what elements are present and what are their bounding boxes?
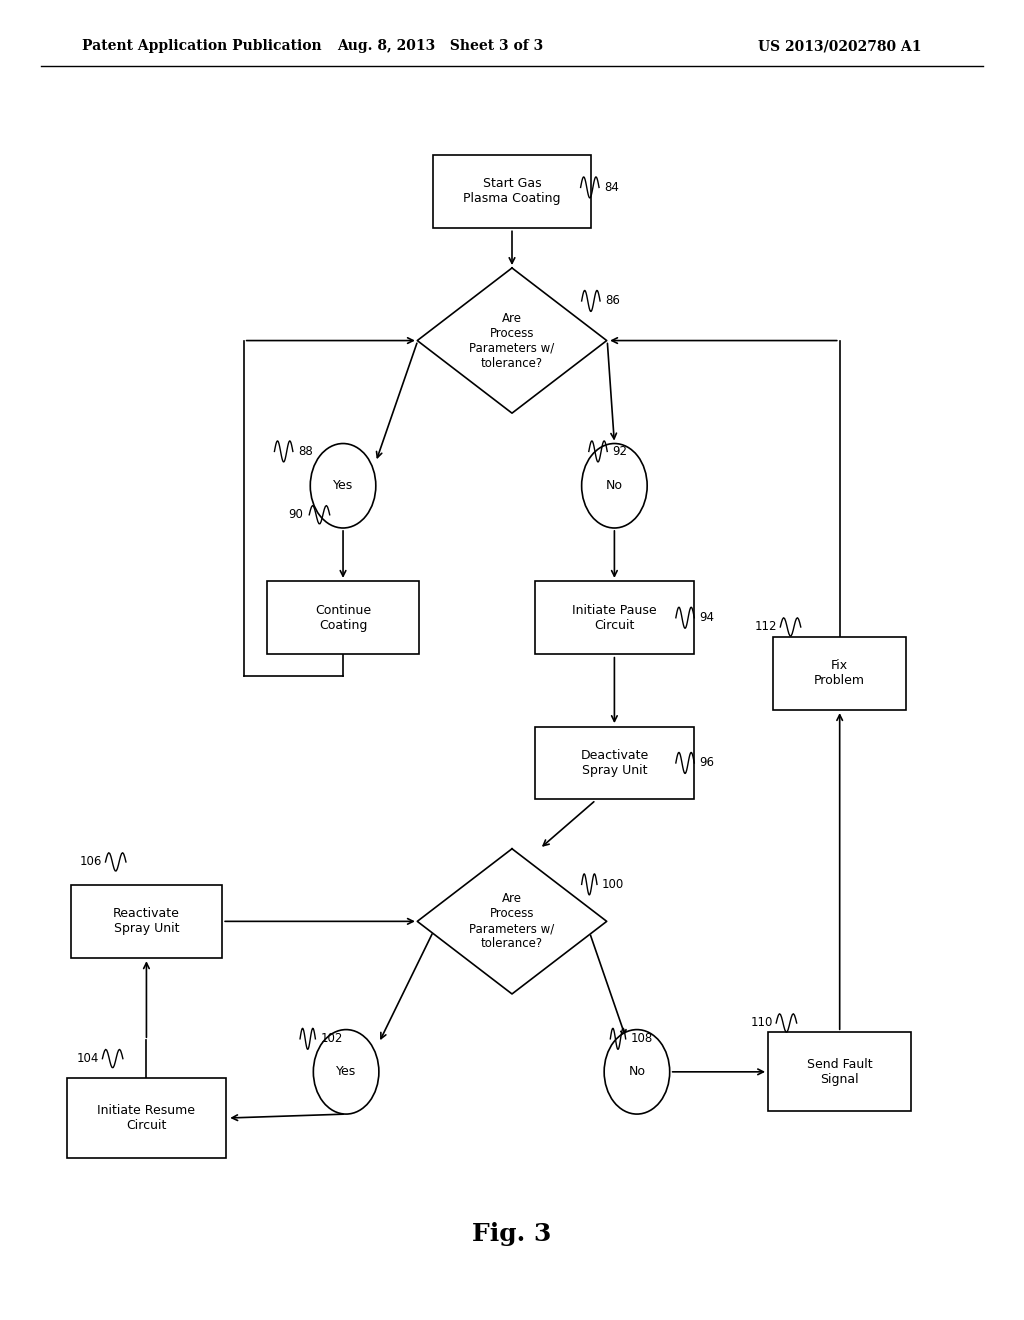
Circle shape [604,1030,670,1114]
Text: Fig. 3: Fig. 3 [472,1222,552,1246]
Text: 104: 104 [77,1052,99,1065]
Text: Patent Application Publication: Patent Application Publication [82,40,322,53]
Text: Start Gas
Plasma Coating: Start Gas Plasma Coating [463,177,561,206]
Text: Continue
Coating: Continue Coating [315,603,371,632]
Text: 108: 108 [631,1032,653,1045]
Text: 86: 86 [605,294,621,308]
Text: Send Fault
Signal: Send Fault Signal [807,1057,872,1086]
Text: No: No [629,1065,645,1078]
Text: 106: 106 [80,855,102,869]
Text: 94: 94 [699,611,715,624]
Text: 112: 112 [755,620,777,634]
Text: 102: 102 [321,1032,343,1045]
FancyBboxPatch shape [267,581,419,653]
Circle shape [310,444,376,528]
FancyBboxPatch shape [432,154,592,227]
Text: 92: 92 [612,445,628,458]
Polygon shape [418,849,606,994]
Text: Initiate Pause
Circuit: Initiate Pause Circuit [572,603,656,632]
Text: Yes: Yes [336,1065,356,1078]
Circle shape [313,1030,379,1114]
Text: 96: 96 [699,756,715,770]
Text: No: No [606,479,623,492]
Text: Deactivate
Spray Unit: Deactivate Spray Unit [581,748,648,777]
Text: Reactivate
Spray Unit: Reactivate Spray Unit [113,907,180,936]
Polygon shape [418,268,606,413]
FancyBboxPatch shape [67,1078,225,1158]
Text: Initiate Resume
Circuit: Initiate Resume Circuit [97,1104,196,1133]
Text: Are
Process
Parameters w/
tolerance?: Are Process Parameters w/ tolerance? [469,312,555,370]
FancyBboxPatch shape [535,581,694,653]
Text: 100: 100 [602,878,625,891]
FancyBboxPatch shape [71,886,222,958]
Text: Yes: Yes [333,479,353,492]
Text: Aug. 8, 2013   Sheet 3 of 3: Aug. 8, 2013 Sheet 3 of 3 [337,40,544,53]
Text: 90: 90 [288,508,303,521]
FancyBboxPatch shape [535,726,694,800]
Circle shape [582,444,647,528]
Text: Fix
Problem: Fix Problem [814,659,865,688]
Text: 84: 84 [604,181,620,194]
FancyBboxPatch shape [773,638,906,710]
Text: US 2013/0202780 A1: US 2013/0202780 A1 [758,40,922,53]
Text: Are
Process
Parameters w/
tolerance?: Are Process Parameters w/ tolerance? [469,892,555,950]
FancyBboxPatch shape [768,1032,911,1111]
Text: 88: 88 [298,445,312,458]
Text: 110: 110 [751,1016,773,1030]
